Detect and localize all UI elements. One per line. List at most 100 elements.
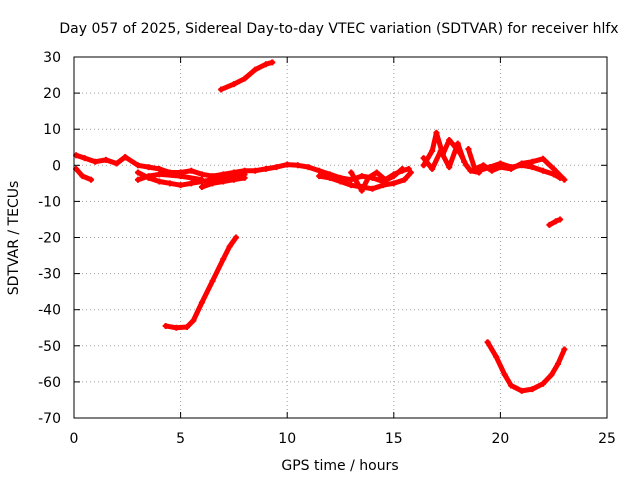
data-point — [420, 155, 427, 162]
data-point — [273, 164, 280, 171]
data-point — [230, 81, 237, 88]
data-point — [540, 167, 547, 174]
axis-ticks: 0 5 10 15 20 25 30 20 10 0 -10 -20 -30 -40 -50 -60 -70 — [38, 50, 616, 447]
data-point — [407, 169, 414, 176]
data-point — [188, 167, 195, 174]
data-point — [554, 360, 561, 367]
data-point — [177, 182, 184, 189]
data-point — [348, 182, 355, 189]
data-point — [198, 299, 205, 306]
data-point — [241, 174, 248, 181]
data-point — [358, 173, 365, 180]
data-point — [429, 165, 436, 172]
data-point — [467, 167, 474, 174]
data-point — [454, 140, 461, 147]
data-point — [252, 66, 259, 73]
data-point — [433, 129, 440, 136]
data-point — [183, 324, 190, 331]
y-axis-label: SDTVAR / TECUs — [6, 181, 22, 296]
series-15-line — [485, 339, 567, 394]
data-point — [529, 164, 536, 171]
x-tick-label: 15 — [385, 431, 403, 447]
data-point — [373, 169, 380, 176]
data-point — [420, 162, 427, 169]
data-point — [145, 173, 152, 180]
data-point — [220, 178, 227, 185]
data-point — [463, 162, 470, 169]
data-point — [233, 234, 240, 241]
series-10-line — [421, 130, 482, 175]
data-point — [348, 169, 355, 176]
y-tick-label: -40 — [38, 303, 61, 319]
data-point — [390, 180, 397, 187]
x-axis-label: GPS time / hours — [281, 458, 398, 474]
y-tick-label: -30 — [38, 267, 61, 283]
data-point — [102, 156, 109, 163]
x-tick-label: 5 — [176, 431, 185, 447]
data-point — [546, 221, 553, 228]
data-point — [486, 164, 493, 171]
data-point — [365, 174, 372, 181]
data-point — [369, 185, 376, 192]
data-point — [561, 176, 568, 183]
data-point — [337, 178, 344, 185]
data-point — [262, 165, 269, 172]
data-point — [88, 176, 95, 183]
series-9-line — [163, 235, 239, 331]
data-point — [493, 353, 500, 360]
data-point — [476, 167, 483, 174]
data-point — [226, 243, 233, 250]
x-tick-label: 25 — [598, 431, 616, 447]
data-point — [209, 277, 216, 284]
data-point — [399, 167, 406, 174]
data-point — [134, 176, 141, 183]
data-point — [122, 153, 129, 160]
data-point — [446, 137, 453, 144]
data-point — [561, 346, 568, 353]
data-point — [352, 176, 359, 183]
data-point — [252, 167, 259, 174]
data-point — [269, 59, 276, 66]
y-tick-label: 20 — [43, 86, 61, 102]
data-point — [198, 183, 205, 190]
data-point — [529, 386, 536, 393]
data-point — [501, 371, 508, 378]
data-point — [79, 173, 86, 180]
data-point — [552, 218, 559, 225]
data-point — [113, 160, 120, 167]
data-point — [461, 158, 468, 165]
data-point — [540, 380, 547, 387]
data-point — [471, 165, 478, 172]
data-point — [316, 173, 323, 180]
data-point — [382, 176, 389, 183]
plot-frame — [73, 56, 608, 419]
data-point — [508, 382, 515, 389]
data-point — [134, 169, 141, 176]
data-point — [92, 158, 99, 165]
data-point — [145, 164, 152, 171]
data-point — [162, 322, 169, 329]
series-6-line — [316, 170, 414, 192]
data-point — [188, 180, 195, 187]
data-point — [294, 162, 301, 169]
data-point — [166, 180, 173, 187]
data-point — [190, 317, 197, 324]
x-tick-label: 0 — [70, 431, 79, 447]
data-point — [429, 147, 436, 154]
data-point — [284, 161, 291, 168]
data-point — [390, 171, 397, 178]
data-point — [177, 173, 184, 180]
data-point — [230, 176, 237, 183]
data-point — [405, 165, 412, 172]
data-point — [437, 147, 444, 154]
data-point — [173, 324, 180, 331]
series-2-line — [73, 166, 94, 183]
data-point — [134, 162, 141, 169]
y-tick-label: 0 — [52, 158, 61, 174]
data-point — [540, 155, 547, 162]
series-11-line — [421, 141, 467, 172]
data-series — [73, 59, 568, 394]
data-point — [484, 339, 491, 346]
y-tick-label: 10 — [43, 122, 61, 138]
